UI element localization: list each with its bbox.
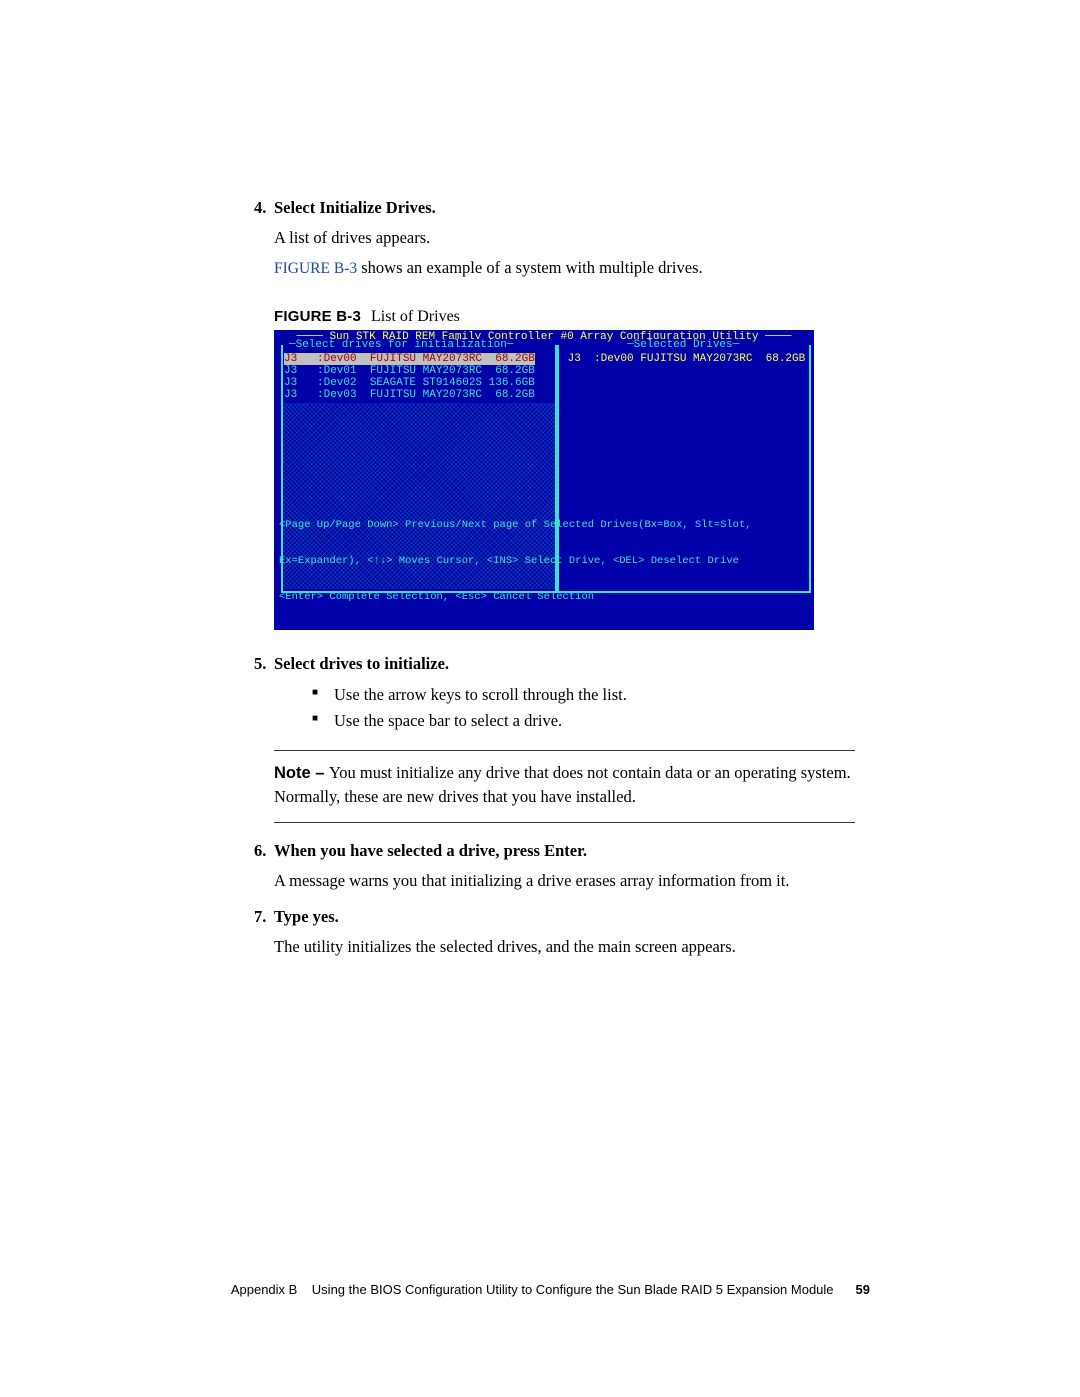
figure-label-bold: FIGURE B-3: [274, 308, 361, 325]
step-7-number: 7.: [254, 907, 274, 927]
step-4-line1: A list of drives appears.: [274, 226, 855, 250]
note-label: Note –: [274, 764, 329, 782]
document-page: 4.Select Initialize Drives. A list of dr…: [0, 0, 1080, 1397]
step-6-line: A message warns you that initializing a …: [274, 869, 855, 893]
step-7-title: Type yes.: [274, 907, 339, 926]
bios-drive-row: J3 :Dev03 FUJITSU MAY2073RC 68.2GB: [284, 389, 535, 401]
step-5: 5.Select drives to initialize. Use the a…: [274, 654, 855, 733]
step-4-heading: 4.Select Initialize Drives.: [274, 198, 855, 218]
bios-selected-list: J3 :Dev00 FUJITSU MAY2073RC 68.2GB: [561, 353, 805, 365]
bios-drive-row: J3 :Dev01 FUJITSU MAY2073RC 68.2GB: [284, 365, 535, 377]
figure-reference-link[interactable]: FIGURE B-3: [274, 260, 357, 277]
step-4-line2-rest: shows an example of a system with multip…: [357, 258, 703, 277]
note-rule-bottom: [274, 822, 855, 823]
step-4-number: 4.: [254, 198, 274, 218]
step-5-title: Select drives to initialize.: [274, 654, 449, 673]
step-7: 7.Type yes. The utility initializes the …: [274, 907, 855, 959]
bios-help-line1: <Page Up/Page Down> Previous/Next page o…: [279, 519, 809, 531]
step-4-title: Select Initialize Drives.: [274, 198, 436, 217]
step-7-heading: 7.Type yes.: [274, 907, 855, 927]
step-6-number: 6.: [254, 841, 274, 861]
step-6-title: When you have selected a drive, press En…: [274, 841, 587, 860]
bios-right-header: ─Selected Drives─: [625, 339, 741, 351]
step-5-bullets: Use the arrow keys to scroll through the…: [312, 682, 855, 733]
step-4-line2: FIGURE B-3 shows an example of a system …: [274, 256, 855, 280]
step-5-bullet-1: Use the arrow keys to scroll through the…: [312, 682, 855, 708]
bios-help-line2: Ex=Expander), <↑↓> Moves Cursor, <INS> S…: [279, 555, 809, 567]
page-footer: Appendix B Using the BIOS Configuration …: [200, 1282, 870, 1297]
note-text: You must initialize any drive that does …: [274, 763, 851, 807]
bios-selected-row: J3 :Dev00 FUJITSU MAY2073RC 68.2GB: [561, 353, 805, 365]
footer-page-number: 59: [856, 1282, 870, 1297]
step-5-number: 5.: [254, 654, 274, 674]
step-5-bullet-2: Use the space bar to select a drive.: [312, 708, 855, 734]
step-6-heading: 6.When you have selected a drive, press …: [274, 841, 855, 861]
step-6: 6.When you have selected a drive, press …: [274, 841, 855, 893]
bios-help-bar: <Page Up/Page Down> Previous/Next page o…: [279, 495, 809, 627]
step-5-heading: 5.Select drives to initialize.: [274, 654, 855, 674]
figure-label: FIGURE B-3 List of Drives: [274, 308, 855, 326]
note-block: Note – You must initialize any drive tha…: [274, 761, 855, 811]
bios-screenshot: ──── Sun STK RAID REM Family Controller …: [274, 330, 814, 630]
bios-help-line3: <Enter> Complete Selection, <Esc> Cancel…: [279, 591, 809, 603]
bios-drive-list: J3 :Dev00 FUJITSU MAY2073RC 68.2GBJ3 :De…: [284, 353, 535, 401]
note-rule-top: [274, 750, 855, 751]
step-7-line: The utility initializes the selected dri…: [274, 935, 855, 959]
step-4: 4.Select Initialize Drives. A list of dr…: [274, 198, 855, 280]
figure-label-text: List of Drives: [371, 308, 460, 325]
bios-drive-row: J3 :Dev00 FUJITSU MAY2073RC 68.2GB: [284, 353, 535, 365]
bios-left-header: ─Select drives for initialization─: [287, 339, 515, 351]
bios-drive-row: J3 :Dev02 SEAGATE ST914602S 136.6GB: [284, 377, 535, 389]
footer-title: Using the BIOS Configuration Utility to …: [312, 1282, 834, 1297]
footer-appendix: Appendix B: [231, 1282, 298, 1297]
